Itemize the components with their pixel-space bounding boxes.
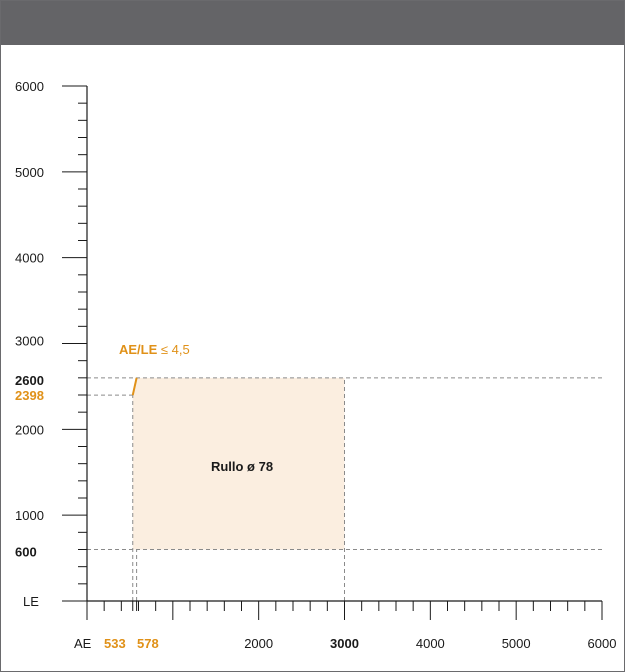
region-label: Rullo ø 78 (211, 459, 273, 474)
y-tick-label: 600 (15, 545, 37, 560)
x-tick-label: 2000 (244, 636, 273, 651)
x-tick-label: 5000 (502, 636, 531, 651)
y-tick-label: 4000 (15, 251, 44, 266)
x-tick-label: 578 (137, 636, 159, 651)
guide-lines-layer (87, 377, 602, 601)
y-tick-label: 1000 (15, 508, 44, 523)
x-tick-label: 6000 (588, 636, 617, 651)
feasible-region (132, 377, 345, 550)
x-tick-label: 533 (104, 636, 126, 651)
y-tick-label: 2600 (15, 373, 44, 388)
constraint-line (131, 377, 138, 396)
y-axis-label: LE (23, 594, 39, 609)
y-tick-label: 2000 (15, 422, 44, 437)
ticks-layer (62, 85, 603, 620)
region-layer (132, 377, 345, 550)
constraint-label: AE/LE ≤ 4,5 (119, 342, 190, 357)
y-tick-label: 6000 (15, 79, 44, 94)
y-tick-label: 5000 (15, 165, 44, 180)
x-tick-label: 4000 (416, 636, 445, 651)
y-tick-label: 2398 (15, 388, 44, 403)
x-axis-label: AE (74, 636, 92, 651)
axes-layer (86, 86, 602, 602)
y-tick-label: 3000 (15, 334, 44, 349)
labels-layer: 533 578 2000 3000 4000 5000 6000 AE 600 1000 2000 2… (15, 79, 616, 651)
x-tick-label: 3000 (330, 636, 359, 651)
header-bar (1, 1, 624, 45)
